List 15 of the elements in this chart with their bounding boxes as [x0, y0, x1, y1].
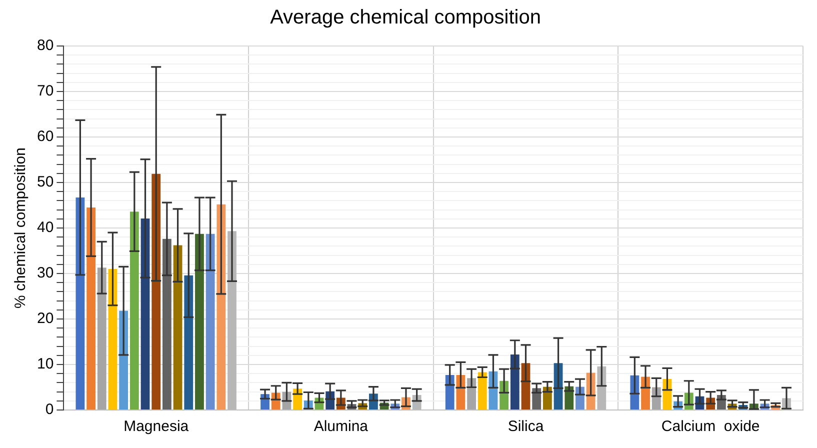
- y-tick-label: 50: [36, 174, 54, 191]
- y-tick-label: 80: [36, 37, 54, 54]
- y-tick-label: 20: [36, 310, 54, 328]
- x-tick-label: Silica: [508, 418, 544, 436]
- y-tick-label: 40: [36, 219, 54, 236]
- y-tick-label: 0: [45, 401, 54, 418]
- x-tick-label: Alumina: [314, 418, 369, 436]
- x-tick-label: Magnesia: [124, 418, 190, 436]
- x-tick-label: Calcium oxide: [661, 418, 760, 436]
- chart-title: Average chemical composition: [270, 6, 541, 29]
- y-tick-label: 60: [36, 128, 54, 146]
- y-tick-label: 30: [36, 264, 54, 282]
- y-tick-label: 70: [36, 82, 54, 100]
- y-axis-title: % chemical composition: [12, 148, 30, 308]
- y-tick-label: 10: [36, 356, 54, 373]
